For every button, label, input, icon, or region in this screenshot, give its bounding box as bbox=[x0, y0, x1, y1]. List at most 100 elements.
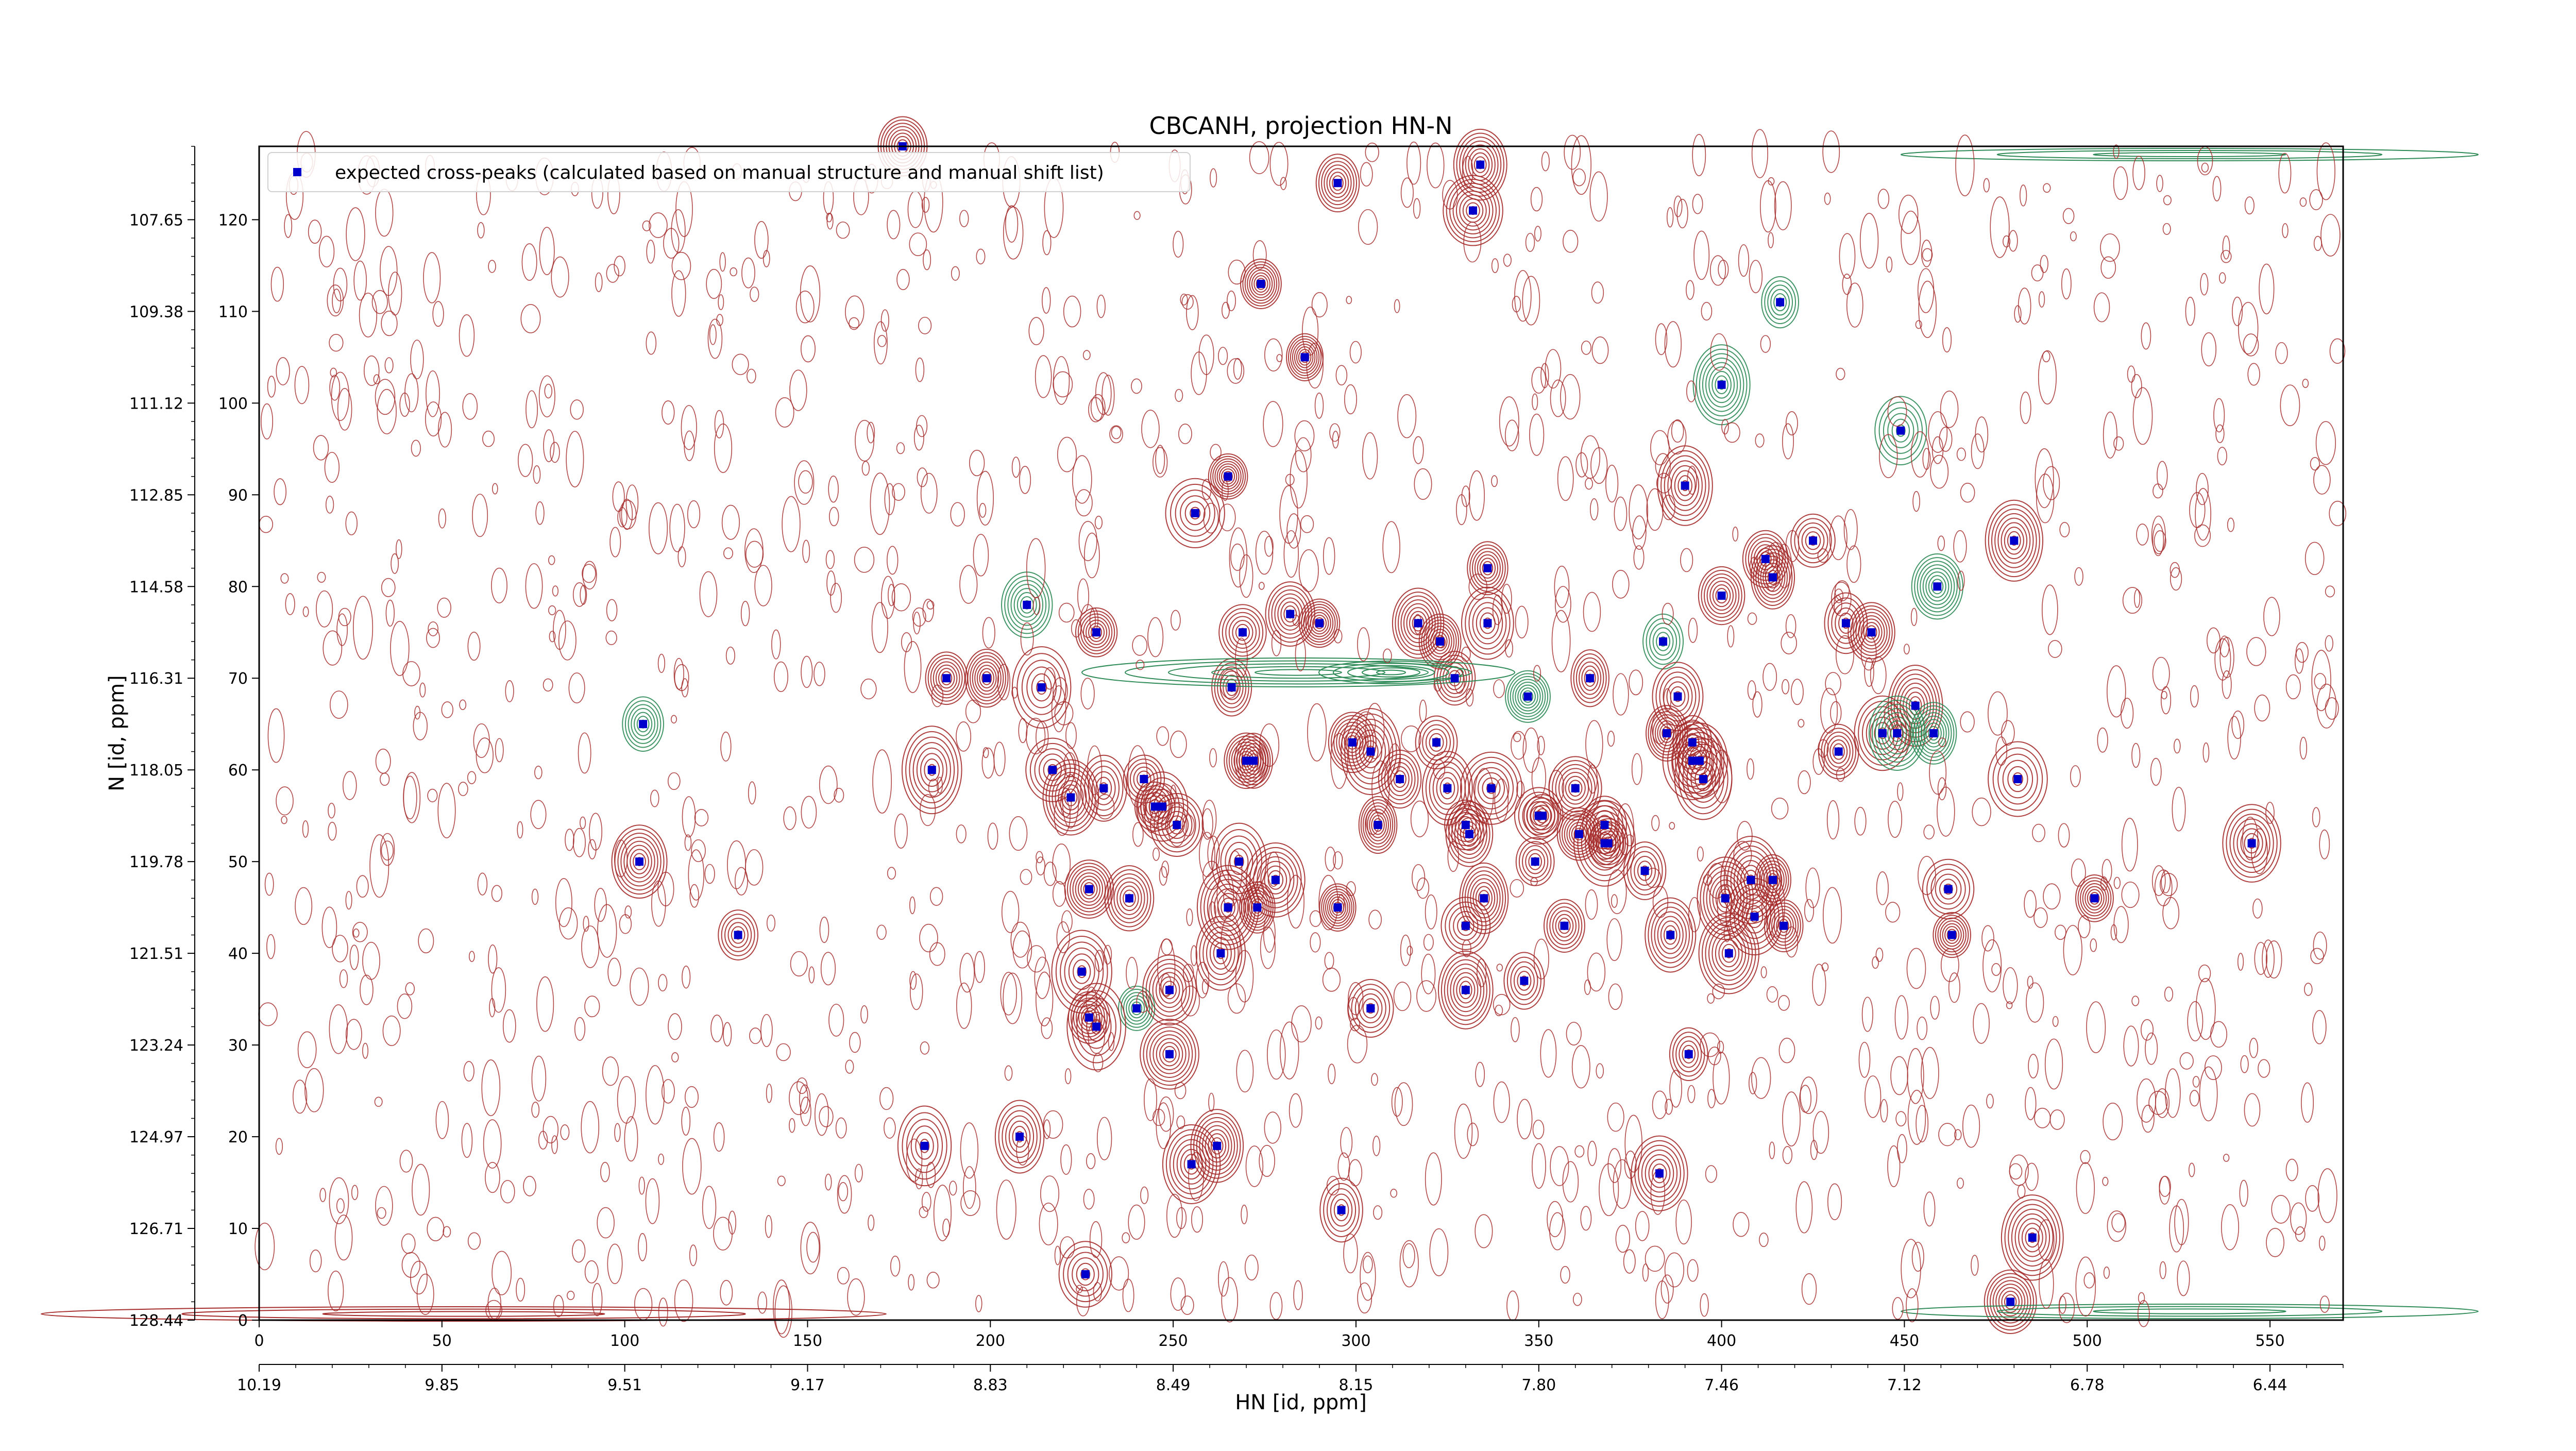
contour-ring bbox=[1558, 918, 1571, 934]
noise-contour bbox=[2198, 964, 2211, 983]
cross-peak-marker bbox=[1487, 784, 1496, 792]
noise-contour bbox=[373, 374, 380, 384]
noise-contour bbox=[1329, 423, 1341, 442]
noise-contour bbox=[2019, 184, 2027, 207]
noise-contour bbox=[2329, 338, 2346, 364]
noise-contour bbox=[1572, 1292, 1582, 1306]
noise-contour bbox=[1475, 1061, 1485, 1087]
cross-peak-marker bbox=[1271, 875, 1280, 884]
noise-contour bbox=[329, 1004, 348, 1054]
y-ppm-tick-label: 107.65 bbox=[129, 211, 183, 229]
y-index-tick-label: 80 bbox=[228, 578, 248, 596]
contour-ring bbox=[634, 712, 653, 736]
contour-ring bbox=[1378, 749, 1422, 809]
contour-ring bbox=[631, 708, 655, 740]
noise-contour bbox=[1693, 230, 1710, 280]
contour-ring bbox=[1162, 1045, 1177, 1062]
noise-contour bbox=[535, 501, 545, 525]
noise-contour bbox=[2254, 694, 2270, 722]
contour-ring bbox=[1533, 804, 1552, 827]
noise-contour bbox=[381, 840, 394, 861]
noise-contour bbox=[1043, 667, 1056, 690]
noise-contour bbox=[2024, 890, 2037, 918]
noise-contour bbox=[1583, 592, 1601, 632]
noise-contour bbox=[820, 952, 836, 986]
contour-ring bbox=[1082, 616, 1110, 648]
contour-ring bbox=[2077, 877, 2112, 920]
noise-contour bbox=[337, 388, 352, 431]
cross-peak-marker bbox=[2010, 536, 2019, 545]
noise-contour bbox=[2187, 1001, 2204, 1041]
noise-contour bbox=[1323, 537, 1335, 575]
noise-contour bbox=[1368, 909, 1382, 930]
cross-peak-marker bbox=[1249, 756, 1258, 765]
noise-contour bbox=[302, 606, 309, 617]
noise-contour bbox=[684, 1086, 699, 1108]
noise-contour bbox=[1635, 1211, 1650, 1241]
noise-contour bbox=[1532, 393, 1538, 411]
noise-contour bbox=[2200, 273, 2209, 296]
noise-contour bbox=[714, 423, 733, 473]
noise-contour bbox=[1221, 914, 1241, 972]
noise-contour bbox=[1171, 610, 1181, 631]
noise-contour bbox=[2313, 235, 2322, 251]
noise-contour bbox=[1676, 198, 1688, 229]
noise-contour bbox=[854, 1163, 863, 1183]
cross-peak-marker bbox=[1081, 1270, 1090, 1279]
noise-contour bbox=[2320, 214, 2341, 257]
noise-contour bbox=[1879, 434, 1898, 478]
noise-contour bbox=[1697, 846, 1704, 862]
noise-contour bbox=[775, 397, 794, 428]
noise-contour bbox=[891, 583, 911, 612]
contour-ring bbox=[1447, 964, 1485, 1017]
noise-contour bbox=[1591, 281, 1604, 304]
noise-contour bbox=[1805, 867, 1820, 908]
noise-contour bbox=[1591, 336, 1609, 364]
noise-contour bbox=[1463, 222, 1482, 263]
noise-contour bbox=[558, 620, 577, 661]
noise-contour bbox=[662, 400, 675, 425]
noise-contour bbox=[1362, 432, 1378, 480]
noise-contour bbox=[2039, 1259, 2054, 1309]
contour-ring bbox=[1058, 780, 1084, 815]
contour-ring bbox=[1758, 861, 1787, 900]
noise-contour bbox=[1782, 1146, 1793, 1165]
noise-contour bbox=[774, 1285, 792, 1338]
noise-contour bbox=[2295, 642, 2309, 663]
noise-contour bbox=[1624, 1115, 1642, 1173]
cross-peak-marker bbox=[1780, 921, 1788, 930]
noise-contour bbox=[2201, 332, 2217, 366]
noise-contour bbox=[1042, 287, 1051, 314]
contour-ring bbox=[1116, 881, 1142, 915]
noise-contour bbox=[1778, 1037, 1795, 1064]
noise-contour bbox=[1147, 617, 1164, 657]
contour-streak bbox=[1211, 666, 1385, 679]
noise-contour bbox=[304, 1068, 324, 1112]
noise-contour bbox=[682, 796, 696, 838]
noise-contour bbox=[1269, 142, 1289, 186]
noise-contour bbox=[1371, 1073, 1378, 1086]
noise-contour bbox=[1057, 436, 1077, 473]
noise-contour bbox=[1160, 973, 1172, 997]
contour-ring bbox=[1242, 261, 1280, 307]
noise-contour bbox=[1587, 1140, 1597, 1167]
noise-contour bbox=[860, 1005, 868, 1024]
contour-ring bbox=[1997, 753, 2038, 805]
noise-contour bbox=[2003, 235, 2011, 248]
cross-peak-marker bbox=[1520, 976, 1529, 985]
noise-contour bbox=[1581, 341, 1591, 355]
cross-peak-marker bbox=[1213, 1141, 1222, 1150]
contour-ring bbox=[630, 849, 649, 874]
contour-ring bbox=[910, 1125, 939, 1167]
noise-contour bbox=[2280, 384, 2300, 427]
noise-contour bbox=[909, 973, 923, 1010]
contour-ring bbox=[1651, 906, 1690, 964]
noise-contour bbox=[2242, 817, 2259, 861]
noise-contour bbox=[684, 834, 692, 851]
noise-contour bbox=[2093, 292, 2110, 323]
noise-contour bbox=[1915, 320, 1922, 329]
noise-contour bbox=[1700, 1293, 1709, 1317]
noise-contour bbox=[580, 816, 586, 829]
noise-contour bbox=[2311, 650, 2331, 712]
contour-ring bbox=[1579, 661, 1602, 695]
